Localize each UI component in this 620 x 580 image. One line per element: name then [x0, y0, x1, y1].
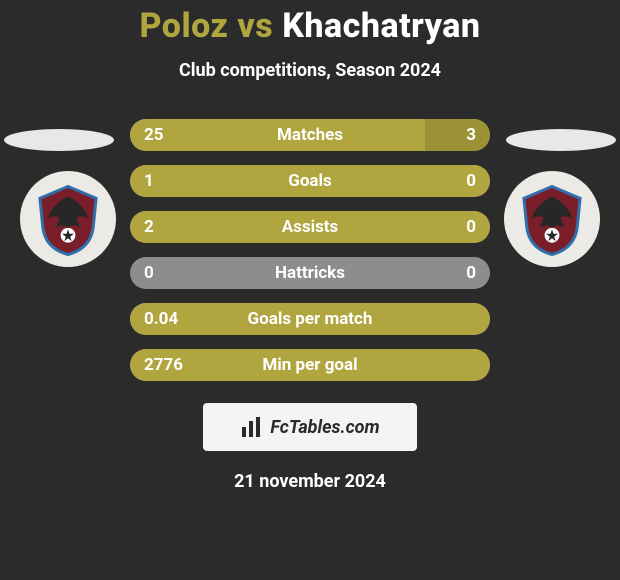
stat-value-left: 2776	[130, 355, 200, 375]
title-player1: Poloz	[139, 6, 228, 46]
comparison-title: Poloz vs Khachatryan	[0, 6, 620, 46]
stat-value-left: 0.04	[130, 309, 200, 329]
stat-bar: 2776Min per goal	[130, 349, 490, 381]
as-of-date: 21 november 2024	[0, 471, 620, 492]
stat-label: Goals	[200, 171, 420, 191]
bars-icon	[240, 415, 264, 439]
stat-value-left: 1	[130, 171, 200, 191]
stat-label: Hattricks	[200, 263, 420, 283]
stat-bar: 2Assists0	[130, 211, 490, 243]
player2-club-crest	[504, 171, 600, 267]
stat-bars: 25Matches31Goals02Assists00Hattricks00.0…	[130, 119, 490, 381]
stat-label: Assists	[200, 217, 420, 237]
stat-label: Matches	[200, 125, 420, 145]
club-crest-icon	[515, 182, 589, 256]
stat-value-left: 0	[130, 263, 200, 283]
stat-value-right: 0	[420, 263, 490, 283]
subtitle: Club competitions, Season 2024	[0, 60, 620, 81]
stat-label: Min per goal	[200, 355, 420, 375]
stat-value-left: 25	[130, 125, 200, 145]
player1-club-crest	[20, 171, 116, 267]
player1-shadow-ellipse	[4, 129, 114, 151]
player2-shadow-ellipse	[506, 129, 616, 151]
stat-bar: 25Matches3	[130, 119, 490, 151]
stat-bar: 1Goals0	[130, 165, 490, 197]
stat-value-right: 3	[420, 125, 490, 145]
title-player2: Khachatryan	[282, 6, 480, 46]
stat-value-right: 0	[420, 171, 490, 191]
stat-label: Goals per match	[200, 309, 420, 329]
stat-value-left: 2	[130, 217, 200, 237]
source-badge-text: FcTables.com	[270, 417, 379, 438]
comparison-body: 25Matches31Goals02Assists00Hattricks00.0…	[0, 119, 620, 381]
stat-bar: 0Hattricks0	[130, 257, 490, 289]
club-crest-icon	[31, 182, 105, 256]
page-root: Poloz vs Khachatryan Club competitions, …	[0, 0, 620, 580]
title-vs: vs	[237, 6, 273, 46]
stat-bar: 0.04Goals per match	[130, 303, 490, 335]
source-badge: FcTables.com	[203, 403, 417, 451]
stat-value-right: 0	[420, 217, 490, 237]
